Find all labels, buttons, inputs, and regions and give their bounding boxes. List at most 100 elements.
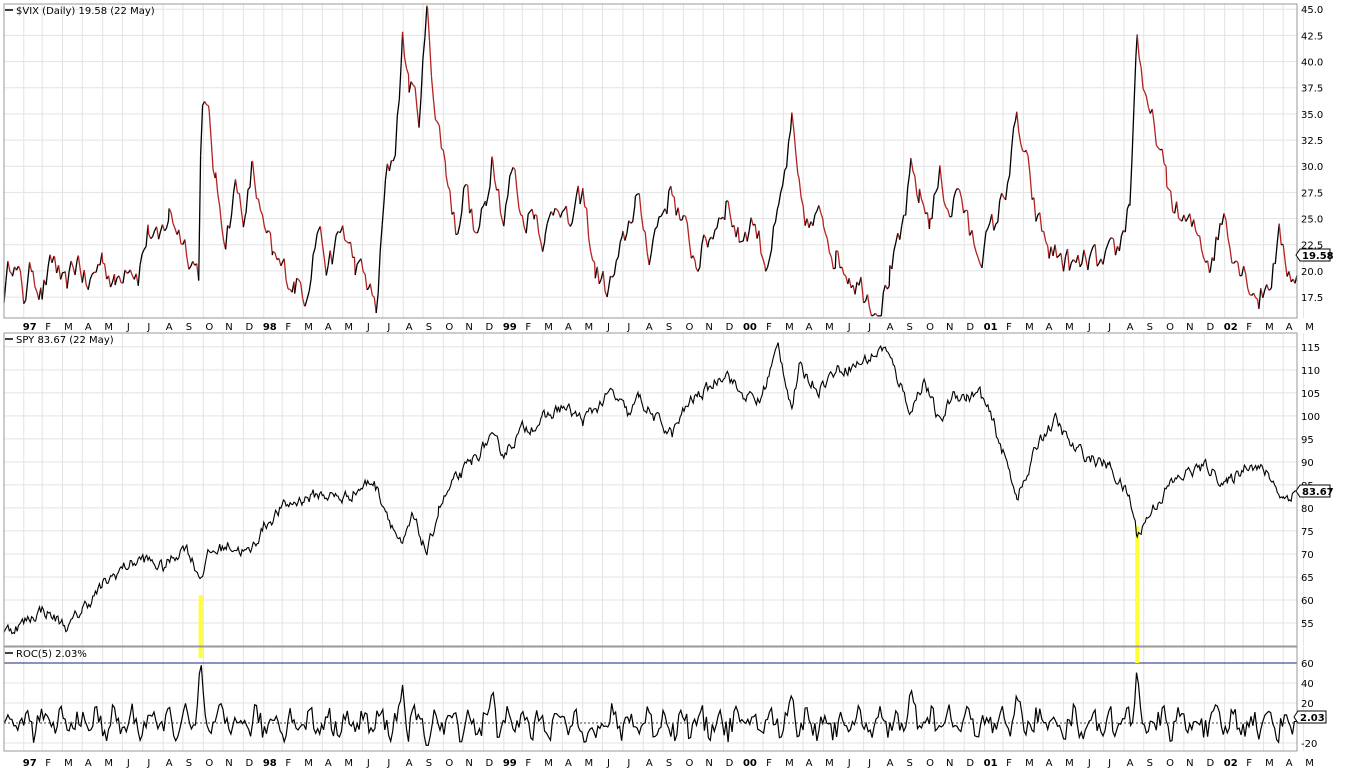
vix-line-segment — [1284, 261, 1288, 277]
vix-line-segment — [814, 210, 818, 216]
vix-line-segment — [654, 226, 658, 230]
time-axis-tick-label: J — [1087, 758, 1091, 769]
vix-line-segment — [765, 266, 769, 272]
vix-line-segment — [333, 235, 337, 250]
time-axis-tick-label: M — [344, 758, 353, 769]
vix-line-segment — [238, 193, 243, 212]
time-axis-tick-label: A — [646, 322, 653, 333]
time-axis-tick-label: F — [45, 758, 51, 769]
vix-line-segment — [699, 244, 703, 268]
vix-line-segment — [588, 238, 592, 252]
vix-line-segment — [316, 230, 320, 235]
vix-line-segment — [703, 234, 707, 239]
vix-line-segment — [521, 215, 525, 228]
time-axis-tick-label: S — [186, 322, 192, 333]
vix-line-segment — [834, 250, 837, 269]
vix-line-segment — [186, 256, 190, 270]
vix-line-segment — [1178, 217, 1181, 220]
vix-line-segment — [232, 179, 237, 194]
vix-line-segment — [463, 184, 467, 189]
vix-line-segment — [1133, 56, 1137, 109]
vix-line-segment — [863, 300, 867, 304]
vix-line-segment — [188, 266, 192, 270]
vix-line-segment — [331, 249, 335, 265]
vix-line-segment — [178, 229, 182, 244]
vix-line-segment — [833, 267, 836, 270]
vix-line-segment — [1025, 149, 1029, 156]
vix-line-segment — [683, 214, 686, 217]
vix-line-segment — [122, 269, 126, 284]
time-axis-tick-label: A — [166, 758, 173, 769]
vix-line-segment — [995, 221, 999, 225]
vix-line-segment — [1004, 182, 1009, 200]
roc-y-tick-label: -20 — [1301, 739, 1317, 750]
vix-line-segment — [151, 230, 156, 237]
vix-line-segment — [798, 178, 802, 198]
time-axis-tick-label: M — [1065, 758, 1074, 769]
time-axis-tick-label: M — [304, 758, 313, 769]
vix-line-segment — [1183, 214, 1187, 222]
vix-line-segment — [617, 242, 621, 258]
time-axis-tick-label: A — [806, 758, 813, 769]
time-axis-tick-label: A — [1286, 758, 1293, 769]
vix-line-segment — [590, 251, 594, 261]
vix-line-segment — [480, 205, 484, 209]
vix-line-segment — [1208, 271, 1211, 274]
vix-line-segment — [806, 218, 810, 228]
vix-y-tick-label: 40.0 — [1301, 58, 1323, 69]
vix-line-segment — [642, 229, 646, 233]
vix-line-segment — [802, 205, 806, 226]
vix-line-segment — [473, 230, 477, 234]
vix-line-segment — [1170, 191, 1174, 212]
vix-line-segment — [354, 263, 358, 276]
vix-line-segment — [49, 254, 53, 263]
vix-line-segment — [656, 216, 660, 228]
vix-line-segment — [381, 200, 385, 225]
vix-line-segment — [1221, 213, 1225, 225]
time-axis-tick-label: N — [465, 322, 472, 333]
vix-y-tick-label: 25.0 — [1301, 215, 1323, 226]
vix-line-segment — [907, 173, 911, 188]
vix-line-segment — [41, 279, 45, 300]
vix-line-segment — [1235, 260, 1239, 263]
vix-line-segment — [150, 236, 154, 240]
vix-line-segment — [230, 193, 235, 215]
vix-line-segment — [820, 212, 824, 220]
time-axis-tick-label: O — [445, 758, 453, 769]
time-axis-tick-label: O — [1166, 322, 1174, 333]
vix-line-segment — [310, 254, 314, 280]
vix-line-segment — [1106, 239, 1111, 246]
time-axis-tick-label: J — [366, 322, 370, 333]
vix-line-segment — [1033, 197, 1037, 222]
vix-line-segment — [584, 206, 588, 210]
vix-line-segment — [74, 260, 78, 276]
vix-line-segment — [23, 299, 27, 305]
vix-line-segment — [602, 271, 606, 292]
spy-last-value: 83.67 — [1302, 487, 1334, 498]
vix-line-segment — [159, 224, 164, 232]
vix-line-segment — [622, 230, 626, 241]
vix-line-segment — [626, 220, 630, 234]
vix-line-segment — [124, 269, 128, 274]
vix-line-segment — [1088, 251, 1092, 260]
spy-line — [3, 342, 1297, 635]
vix-line-segment — [1147, 107, 1151, 114]
vix-line-segment — [766, 258, 771, 268]
vix-line-segment — [525, 213, 529, 234]
vix-line-segment — [634, 196, 637, 207]
vix-line-segment — [430, 76, 435, 100]
vix-line-segment — [933, 191, 937, 196]
vix-line-segment — [447, 185, 451, 191]
time-axis-tick-label: 02 — [1224, 322, 1238, 333]
vix-line-segment — [540, 241, 544, 252]
vix-line-segment — [684, 216, 688, 224]
vix-line-segment — [1217, 223, 1221, 241]
vix-line-segment — [1020, 143, 1024, 152]
vix-line-segment — [559, 211, 564, 218]
vix-line-segment — [688, 241, 692, 259]
vix-line-segment — [714, 227, 718, 231]
vix-line-segment — [28, 262, 33, 272]
vix-line-segment — [606, 289, 610, 298]
vix-line-segment — [822, 226, 827, 234]
vix-line-segment — [401, 31, 406, 58]
